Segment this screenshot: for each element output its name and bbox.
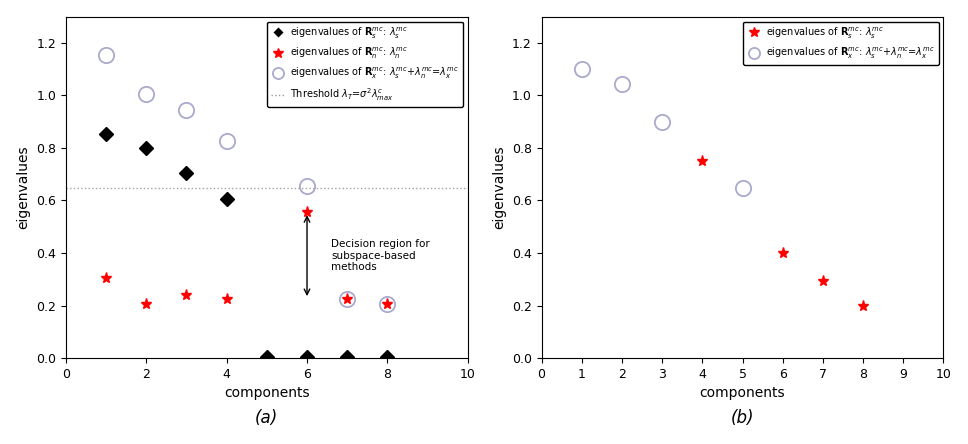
Text: (b): (b) bbox=[731, 409, 754, 427]
X-axis label: components: components bbox=[224, 386, 310, 400]
Text: Decision region for
subspace-based
methods: Decision region for subspace-based metho… bbox=[331, 239, 430, 272]
Y-axis label: eigenvalues: eigenvalues bbox=[493, 146, 506, 229]
Text: (a): (a) bbox=[256, 409, 279, 427]
Legend: eigenvalues of $\mathbf{R}_s^{mc}$: $\lambda_s^{mc}$, eigenvalues of $\mathbf{R}: eigenvalues of $\mathbf{R}_s^{mc}$: $\la… bbox=[267, 21, 463, 107]
X-axis label: components: components bbox=[700, 386, 785, 400]
Y-axis label: eigenvalues: eigenvalues bbox=[16, 146, 31, 229]
Legend: eigenvalues of $\mathbf{R}_s^{mc}$: $\lambda_s^{mc}$, eigenvalues of $\mathbf{R}: eigenvalues of $\mathbf{R}_s^{mc}$: $\la… bbox=[742, 21, 939, 65]
